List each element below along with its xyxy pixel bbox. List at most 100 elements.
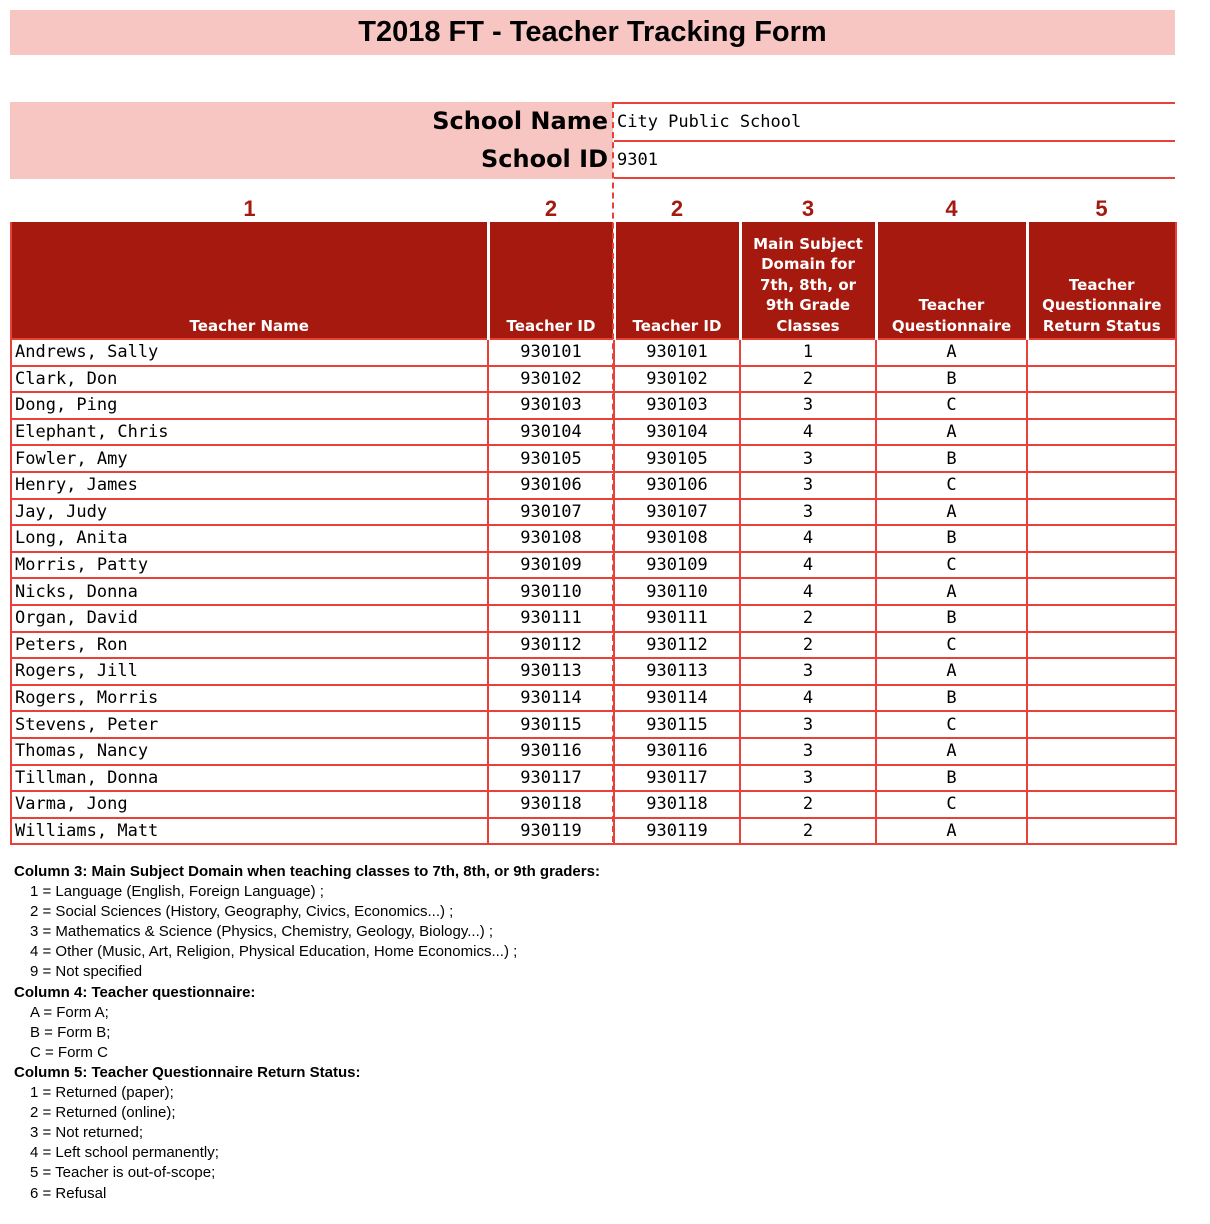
return-status-cell[interactable] <box>1026 577 1177 606</box>
return-status-cell[interactable] <box>1026 364 1177 394</box>
teacher-id-cell[interactable]: 930119 <box>487 816 615 846</box>
teacher-id-cell[interactable]: 930101 <box>487 338 615 367</box>
subject-domain-cell[interactable]: 3 <box>739 497 877 527</box>
questionnaire-cell[interactable]: B <box>875 603 1028 633</box>
teacher-id-cell[interactable]: 930111 <box>487 603 615 633</box>
teacher-name-cell[interactable]: Andrews, Sally <box>10 338 489 367</box>
teacher-id-cell[interactable]: 930102 <box>613 364 741 394</box>
subject-domain-cell[interactable]: 4 <box>739 417 877 447</box>
subject-domain-cell[interactable]: 2 <box>739 816 877 846</box>
teacher-id-cell[interactable]: 930116 <box>487 736 615 766</box>
return-status-cell[interactable] <box>1026 816 1177 846</box>
subject-domain-cell[interactable]: 4 <box>739 550 877 580</box>
teacher-id-cell[interactable]: 930103 <box>487 391 615 420</box>
questionnaire-cell[interactable]: C <box>875 391 1028 420</box>
questionnaire-cell[interactable]: A <box>875 338 1028 367</box>
teacher-id-cell[interactable]: 930105 <box>613 444 741 473</box>
teacher-id-cell[interactable]: 930107 <box>613 497 741 527</box>
teacher-id-cell[interactable]: 930102 <box>487 364 615 394</box>
subject-domain-cell[interactable]: 3 <box>739 736 877 766</box>
teacher-id-cell[interactable]: 930108 <box>613 524 741 553</box>
questionnaire-cell[interactable]: C <box>875 470 1028 500</box>
teacher-name-cell[interactable]: Rogers, Morris <box>10 683 489 713</box>
subject-domain-cell[interactable]: 2 <box>739 790 877 819</box>
teacher-name-cell[interactable]: Stevens, Peter <box>10 710 489 739</box>
teacher-id-cell[interactable]: 930115 <box>487 710 615 739</box>
teacher-id-cell[interactable]: 930108 <box>487 524 615 553</box>
questionnaire-cell[interactable]: A <box>875 497 1028 527</box>
teacher-name-cell[interactable]: Henry, James <box>10 470 489 500</box>
school-name-field[interactable]: City Public School <box>614 102 1175 138</box>
teacher-name-cell[interactable]: Tillman, Donna <box>10 763 489 793</box>
questionnaire-cell[interactable]: A <box>875 577 1028 606</box>
teacher-id-cell[interactable]: 930118 <box>487 790 615 819</box>
teacher-id-cell[interactable]: 930112 <box>613 630 741 660</box>
subject-domain-cell[interactable]: 3 <box>739 763 877 793</box>
return-status-cell[interactable] <box>1026 790 1177 819</box>
teacher-id-cell[interactable]: 930112 <box>487 630 615 660</box>
subject-domain-cell[interactable]: 3 <box>739 391 877 420</box>
questionnaire-cell[interactable]: B <box>875 364 1028 394</box>
teacher-id-cell[interactable]: 930119 <box>613 816 741 846</box>
return-status-cell[interactable] <box>1026 338 1177 367</box>
return-status-cell[interactable] <box>1026 444 1177 473</box>
return-status-cell[interactable] <box>1026 603 1177 633</box>
teacher-id-cell[interactable]: 930114 <box>487 683 615 713</box>
teacher-id-cell[interactable]: 930106 <box>613 470 741 500</box>
questionnaire-cell[interactable]: C <box>875 550 1028 580</box>
teacher-name-cell[interactable]: Fowler, Amy <box>10 444 489 473</box>
return-status-cell[interactable] <box>1026 710 1177 739</box>
teacher-name-cell[interactable]: Clark, Don <box>10 364 489 394</box>
teacher-id-cell[interactable]: 930106 <box>487 470 615 500</box>
subject-domain-cell[interactable]: 3 <box>739 657 877 686</box>
teacher-name-cell[interactable]: Jay, Judy <box>10 497 489 527</box>
teacher-id-cell[interactable]: 930111 <box>613 603 741 633</box>
teacher-name-cell[interactable]: Varma, Jong <box>10 790 489 819</box>
return-status-cell[interactable] <box>1026 550 1177 580</box>
school-id-field[interactable]: 9301 <box>614 140 1175 176</box>
subject-domain-cell[interactable]: 3 <box>739 470 877 500</box>
return-status-cell[interactable] <box>1026 657 1177 686</box>
questionnaire-cell[interactable]: A <box>875 736 1028 766</box>
questionnaire-cell[interactable]: C <box>875 710 1028 739</box>
teacher-name-cell[interactable]: Elephant, Chris <box>10 417 489 447</box>
teacher-name-cell[interactable]: Nicks, Donna <box>10 577 489 606</box>
return-status-cell[interactable] <box>1026 391 1177 420</box>
return-status-cell[interactable] <box>1026 470 1177 500</box>
return-status-cell[interactable] <box>1026 736 1177 766</box>
teacher-id-cell[interactable]: 930104 <box>487 417 615 447</box>
questionnaire-cell[interactable]: B <box>875 524 1028 553</box>
teacher-id-cell[interactable]: 930113 <box>487 657 615 686</box>
teacher-name-cell[interactable]: Morris, Patty <box>10 550 489 580</box>
subject-domain-cell[interactable]: 2 <box>739 364 877 394</box>
return-status-cell[interactable] <box>1026 630 1177 660</box>
teacher-id-cell[interactable]: 930116 <box>613 736 741 766</box>
questionnaire-cell[interactable]: B <box>875 683 1028 713</box>
teacher-id-cell[interactable]: 930107 <box>487 497 615 527</box>
teacher-id-cell[interactable]: 930104 <box>613 417 741 447</box>
teacher-id-cell[interactable]: 930101 <box>613 338 741 367</box>
teacher-name-cell[interactable]: Dong, Ping <box>10 391 489 420</box>
teacher-id-cell[interactable]: 930109 <box>613 550 741 580</box>
return-status-cell[interactable] <box>1026 763 1177 793</box>
subject-domain-cell[interactable]: 2 <box>739 630 877 660</box>
teacher-id-cell[interactable]: 930109 <box>487 550 615 580</box>
teacher-name-cell[interactable]: Organ, David <box>10 603 489 633</box>
teacher-id-cell[interactable]: 930115 <box>613 710 741 739</box>
teacher-id-cell[interactable]: 930105 <box>487 444 615 473</box>
subject-domain-cell[interactable]: 2 <box>739 603 877 633</box>
return-status-cell[interactable] <box>1026 524 1177 553</box>
teacher-id-cell[interactable]: 930117 <box>487 763 615 793</box>
questionnaire-cell[interactable]: A <box>875 417 1028 447</box>
teacher-id-cell[interactable]: 930103 <box>613 391 741 420</box>
return-status-cell[interactable] <box>1026 417 1177 447</box>
teacher-id-cell[interactable]: 930110 <box>613 577 741 606</box>
return-status-cell[interactable] <box>1026 497 1177 527</box>
questionnaire-cell[interactable]: A <box>875 657 1028 686</box>
subject-domain-cell[interactable]: 4 <box>739 683 877 713</box>
teacher-id-cell[interactable]: 930114 <box>613 683 741 713</box>
teacher-id-cell[interactable]: 930117 <box>613 763 741 793</box>
teacher-name-cell[interactable]: Peters, Ron <box>10 630 489 660</box>
subject-domain-cell[interactable]: 1 <box>739 338 877 367</box>
questionnaire-cell[interactable]: C <box>875 630 1028 660</box>
